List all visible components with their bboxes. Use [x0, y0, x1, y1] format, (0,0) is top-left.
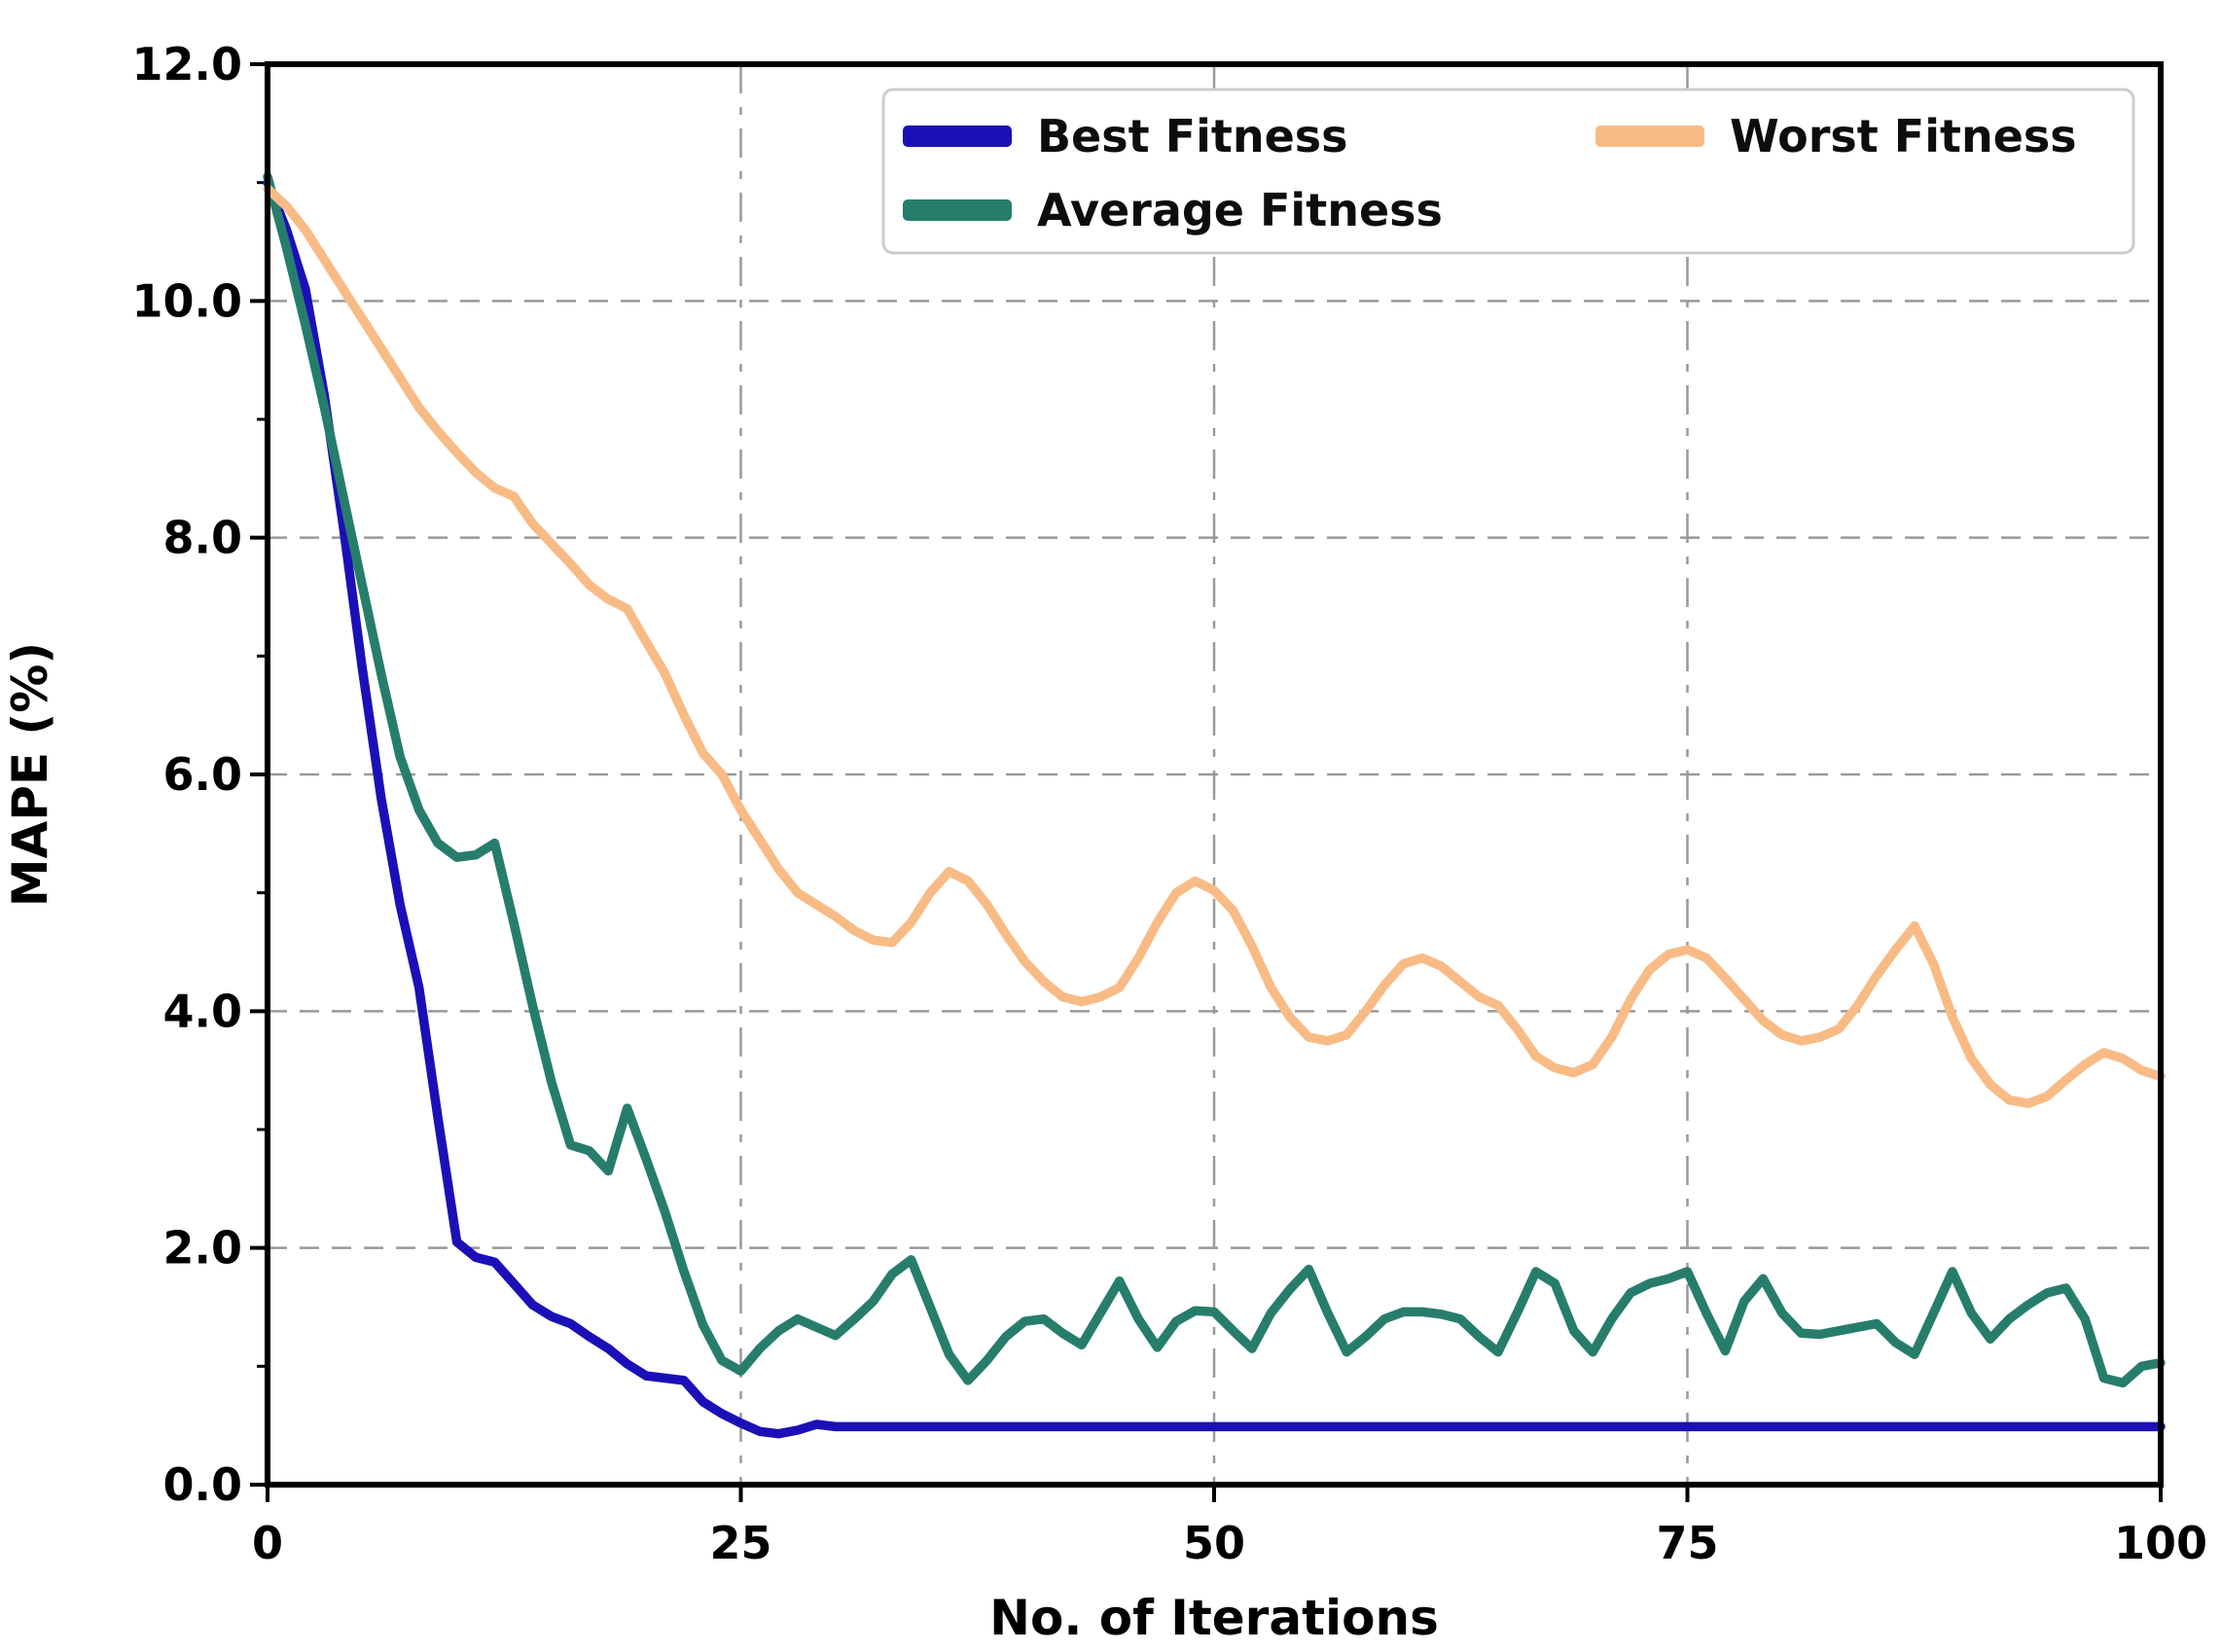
y-tick-label: 8.0 — [163, 512, 243, 564]
y-tick-label: 4.0 — [163, 985, 243, 1037]
x-tick-label: 25 — [709, 1517, 771, 1569]
legend-label-best-fitness: Best Fitness — [1037, 110, 1348, 162]
legend-swatch-worst-fitness — [1595, 126, 1704, 147]
legend-swatch-best-fitness — [903, 126, 1012, 147]
legend-label-average-fitness: Average Fitness — [1037, 184, 1443, 236]
x-tick-label: 50 — [1183, 1517, 1245, 1569]
x-tick-label: 100 — [2114, 1517, 2207, 1569]
series-line-average-fitness — [263, 171, 2166, 1388]
legend-label-worst-fitness: Worst Fitness — [1730, 110, 2077, 162]
legend-swatch-average-fitness — [903, 199, 1012, 221]
x-tick-label: 75 — [1656, 1517, 1718, 1569]
series-line-worst-fitness — [263, 184, 2166, 1108]
plot-border — [265, 61, 2164, 1488]
x-axis-title: No. of Iterations — [989, 1590, 1439, 1646]
y-tick-label: 0.0 — [163, 1458, 243, 1511]
series-line-best-fitness — [263, 177, 2166, 1439]
y-tick-label: 10.0 — [132, 274, 243, 327]
y-axis-title: MAPE (%) — [2, 642, 58, 907]
y-tick-label: 12.0 — [132, 38, 243, 90]
y-tick-label: 6.0 — [163, 748, 243, 801]
legend-box — [881, 88, 2135, 255]
x-tick-label: 0 — [252, 1517, 283, 1569]
y-tick-label: 2.0 — [163, 1222, 243, 1275]
